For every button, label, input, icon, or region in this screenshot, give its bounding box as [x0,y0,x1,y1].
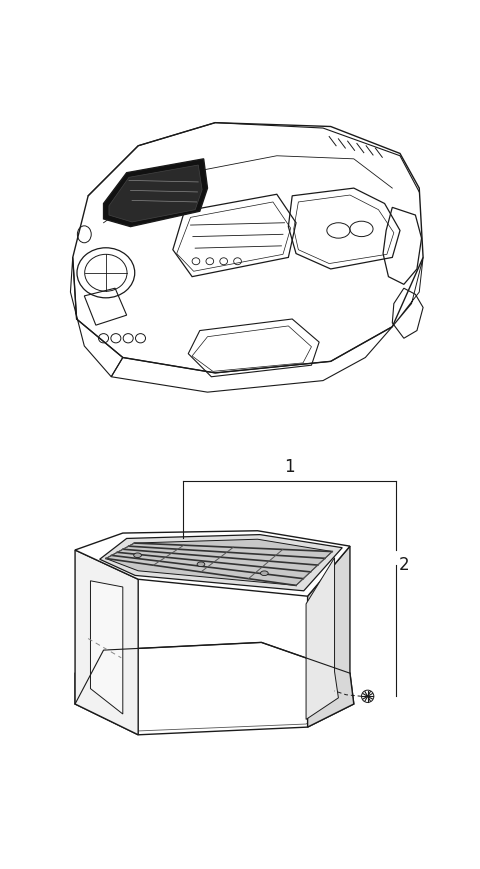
Text: 1: 1 [284,457,295,475]
Polygon shape [75,550,138,735]
Ellipse shape [261,571,268,576]
Polygon shape [100,535,342,591]
Polygon shape [104,160,207,228]
Polygon shape [75,531,350,596]
Polygon shape [106,540,332,586]
Polygon shape [308,547,354,727]
Polygon shape [306,558,338,720]
Polygon shape [75,643,354,735]
Polygon shape [109,166,202,222]
Ellipse shape [134,554,142,558]
Text: 2: 2 [398,555,409,574]
Polygon shape [73,123,423,374]
Ellipse shape [197,562,205,567]
Polygon shape [90,581,123,714]
